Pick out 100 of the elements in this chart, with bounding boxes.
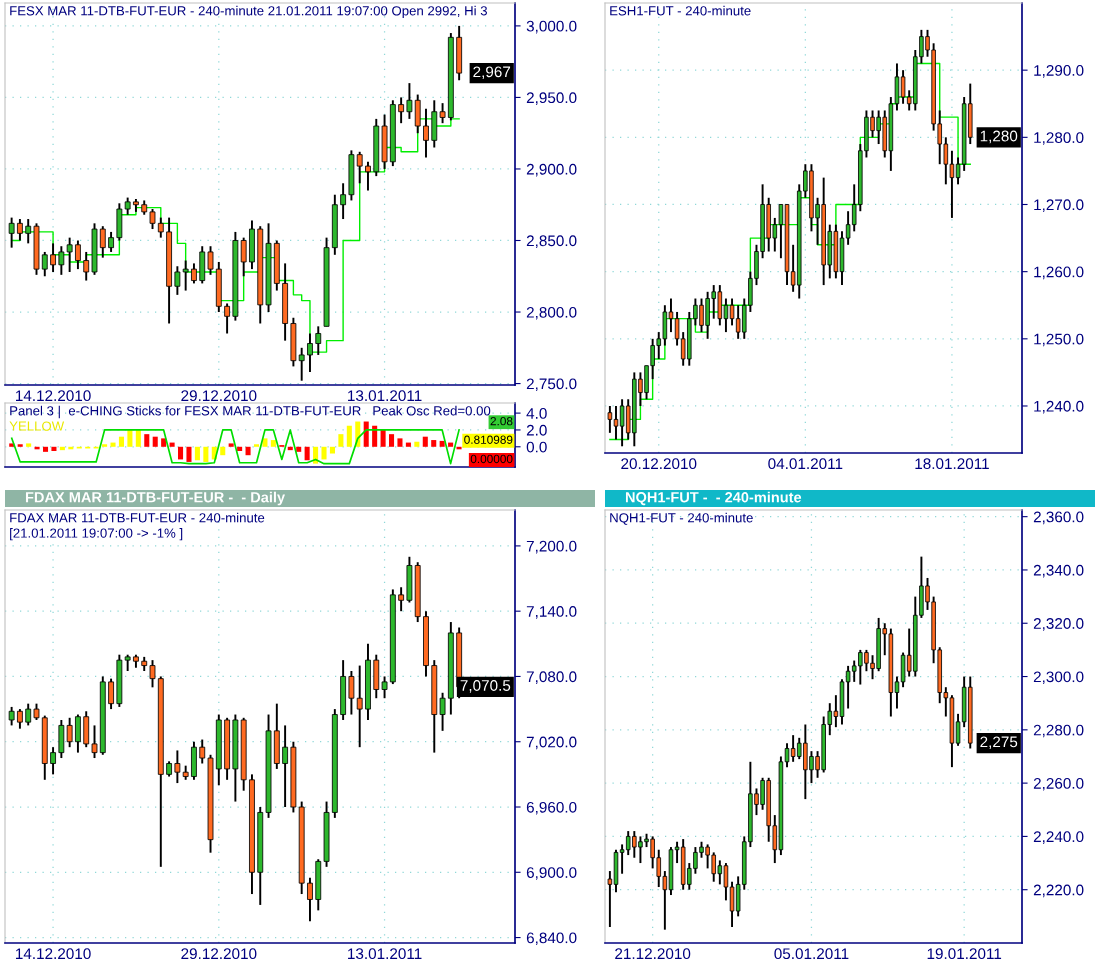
candlestick xyxy=(298,346,305,382)
bar xyxy=(26,443,32,447)
candlestick xyxy=(381,675,388,700)
bar xyxy=(228,443,234,447)
text: 0.00000 xyxy=(470,454,513,464)
bar xyxy=(414,441,420,447)
y-tick-label: 2,300.0 xyxy=(1033,671,1084,685)
bar xyxy=(296,446,302,452)
y-tick-label: 2,240.0 xyxy=(1033,831,1084,844)
candlestick xyxy=(83,250,90,282)
bar xyxy=(169,442,175,447)
bar xyxy=(304,446,310,461)
candlestick xyxy=(315,325,322,356)
candlestick xyxy=(99,225,106,259)
text: 2,275 xyxy=(980,736,1018,750)
bar xyxy=(422,436,428,447)
x-tick-label: 13.01.2011 xyxy=(348,948,422,960)
candlestick xyxy=(149,208,156,231)
candlestick xyxy=(50,242,56,273)
bar xyxy=(51,446,57,451)
y-tick-label: 1,270.0 xyxy=(1034,199,1084,212)
candlestick xyxy=(423,107,429,159)
candlestick xyxy=(439,691,446,732)
x-tick-label: 19.01.2011 xyxy=(927,948,1002,960)
bar xyxy=(135,429,141,447)
y-tick-label: 1,250.0 xyxy=(1034,333,1084,347)
y-tick-label: 1,280.0 xyxy=(1034,132,1084,145)
y-tick-label: 7,200.0 xyxy=(526,540,577,554)
candlestick xyxy=(307,876,313,923)
bar xyxy=(329,446,335,454)
text: 2.08 xyxy=(490,417,513,426)
y-tick-label: 7,020.0 xyxy=(526,736,577,750)
bar xyxy=(321,446,327,460)
y-tick-label: 6,840.0 xyxy=(526,932,577,946)
bar xyxy=(186,446,192,462)
y-tick-label: 2,340.0 xyxy=(1033,564,1084,578)
chart-title: ESH1-FUT - 240-minute xyxy=(610,5,751,16)
line-series xyxy=(10,429,460,465)
chart-title: FDAX MAR 11-DTB-FUT-EUR - - Daily xyxy=(25,491,286,506)
y-tick-label: 6,900.0 xyxy=(526,867,577,880)
bar xyxy=(346,425,352,447)
candlestick xyxy=(348,670,355,716)
chart-subtitle: FDAX MAR 11-DTB-FUT-EUR - 240-minute xyxy=(10,512,265,523)
y-tick-label: 2,260.0 xyxy=(1033,777,1084,791)
y-tick-label: 4.0 xyxy=(526,407,547,419)
bar xyxy=(118,436,124,447)
candlestick xyxy=(50,746,56,776)
x-tick-label: 13.01.2011 xyxy=(348,390,422,402)
y-tick-label: 2,850.0 xyxy=(526,235,577,248)
candlestick xyxy=(607,405,613,434)
y-tick-label: 6,960.0 xyxy=(526,801,577,815)
x-tick-label: 14.12.2010 xyxy=(16,948,91,960)
candlestick xyxy=(66,236,73,273)
y-tick-label: 0.0 xyxy=(526,441,547,453)
chart-title: FESX MAR 11-DTB-FUT-EUR - 240-minute 21.01.2011 19:07:00 Open 2992, Hi 3 xyxy=(10,5,487,19)
candlestick xyxy=(66,716,73,749)
y-tick-label: 2,220.0 xyxy=(1033,884,1084,898)
candlestick xyxy=(17,708,23,730)
bar xyxy=(127,429,133,447)
y-tick-label: 1,240.0 xyxy=(1034,400,1084,414)
bar xyxy=(237,446,243,451)
bar xyxy=(270,440,276,447)
y-tick-label: 1,290.0 xyxy=(1034,65,1084,78)
text: 1,280 xyxy=(980,130,1018,144)
y-tick-label: 2,280.0 xyxy=(1033,724,1084,738)
candlestick xyxy=(149,659,156,689)
x-tick-label: 05.01.2011 xyxy=(774,948,849,960)
candlestick xyxy=(108,677,114,711)
candlestick xyxy=(191,262,197,285)
bar xyxy=(152,436,158,447)
bar xyxy=(405,442,411,447)
x-tick-label: 18.01.2011 xyxy=(915,458,989,470)
x-tick-label: 14.12.2010 xyxy=(16,390,91,402)
bar xyxy=(203,446,209,462)
y-tick-label: 2,320.0 xyxy=(1033,618,1084,631)
y-tick-label: 2,750.0 xyxy=(526,378,577,392)
y-tick-label: 3,000.0 xyxy=(526,20,577,34)
chart-subtitle: NQH1-FUT - 240-minute xyxy=(610,512,753,525)
candlestick xyxy=(356,664,363,749)
bar xyxy=(431,440,437,447)
candlestick xyxy=(340,182,347,221)
bar xyxy=(439,440,445,447)
y-tick-label: 2,800.0 xyxy=(526,306,577,320)
candlestick xyxy=(240,236,247,278)
x-tick-label: 29.12.2010 xyxy=(181,948,257,960)
bar xyxy=(161,438,167,447)
candlestick xyxy=(91,724,98,760)
candlestick xyxy=(108,230,114,253)
bar xyxy=(42,446,49,452)
bar xyxy=(110,442,116,447)
bar xyxy=(194,446,200,461)
text: 0.810989 xyxy=(464,435,513,444)
bar xyxy=(253,444,260,447)
candlestick xyxy=(356,150,363,185)
candlestick xyxy=(199,738,206,765)
candlestick xyxy=(17,218,23,242)
candlestick xyxy=(8,705,15,727)
candlestick xyxy=(58,245,65,276)
bar xyxy=(245,446,251,456)
candlestick xyxy=(224,302,231,335)
